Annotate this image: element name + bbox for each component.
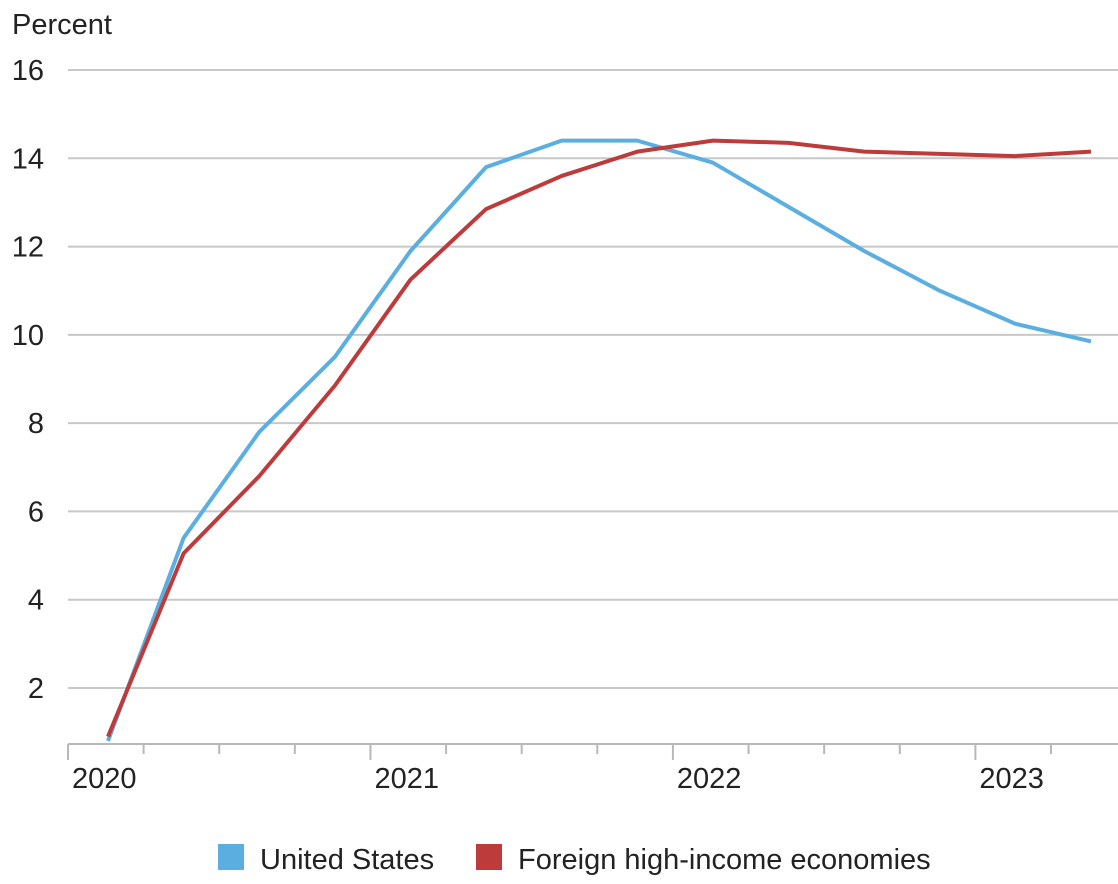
legend-label: Foreign high-income economies: [518, 844, 931, 876]
legend: United States Foreign high-income economi…: [218, 844, 931, 876]
legend-swatch: [218, 844, 244, 870]
data-point: [483, 206, 489, 212]
data-point: [786, 140, 792, 146]
x-tick-label: 2021: [374, 763, 439, 795]
y-tick-label: 6: [28, 496, 44, 528]
gridlines: [68, 69, 1118, 689]
data-point: [1088, 338, 1094, 344]
data-point: [407, 277, 413, 283]
data-point: [483, 164, 489, 170]
data-point: [1012, 153, 1018, 159]
data-point: [710, 160, 716, 166]
y-tick-label: 8: [28, 408, 44, 440]
data-point: [937, 151, 943, 157]
data-point: [256, 473, 262, 479]
data-point: [105, 734, 111, 740]
data-point: [710, 138, 716, 144]
legend-swatch: [476, 844, 502, 870]
data-point: [256, 429, 262, 435]
data-point: [1012, 321, 1018, 327]
data-point: [861, 248, 867, 254]
x-axis: 2020 2021 2022 2023: [67, 743, 1118, 795]
x-tick-label: 2022: [677, 763, 742, 795]
x-tick-label: 2023: [979, 763, 1044, 795]
y-tick-label: 14: [12, 143, 44, 175]
data-point: [181, 550, 187, 556]
y-tick-label: 12: [12, 232, 44, 264]
data-point: [634, 138, 640, 144]
data-point: [559, 173, 565, 179]
data-point: [407, 248, 413, 254]
data-point: [332, 383, 338, 389]
data-point: [181, 535, 187, 541]
series-line-foreign-high-income-economies: [106, 138, 1092, 738]
series-lines: [105, 138, 1094, 742]
y-tick-label: 2: [28, 673, 44, 705]
y-tick-label: 10: [12, 320, 44, 352]
data-point: [937, 288, 943, 294]
y-axis-tick-labels: 2 4 6 8 10 12 14 16: [12, 55, 44, 705]
y-axis-unit-label: Percent: [12, 9, 112, 41]
data-point: [559, 138, 565, 144]
data-point: [1088, 149, 1094, 155]
data-point: [861, 149, 867, 155]
legend-label: United States: [260, 844, 434, 876]
y-tick-label: 16: [12, 55, 44, 87]
series-line-united-states: [106, 138, 1092, 742]
y-tick-label: 4: [28, 585, 44, 617]
data-point: [332, 354, 338, 360]
data-point: [786, 204, 792, 210]
data-point: [634, 149, 640, 155]
x-tick-label: 2020: [72, 763, 137, 795]
